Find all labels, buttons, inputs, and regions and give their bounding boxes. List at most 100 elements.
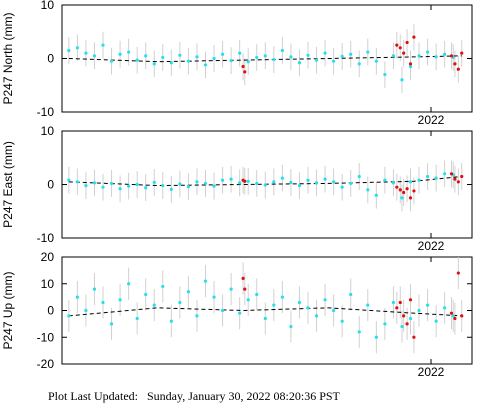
data-point <box>323 51 327 55</box>
y-tick-label: -10 <box>37 330 55 344</box>
data-point <box>238 181 242 185</box>
data-point <box>340 185 344 189</box>
data-point <box>460 51 464 55</box>
data-point <box>391 54 396 58</box>
data-point <box>398 188 402 192</box>
data-point <box>127 184 131 188</box>
data-point <box>323 298 327 302</box>
y-axis-label: P247 North (mm) <box>1 12 15 104</box>
data-point <box>453 177 457 181</box>
data-point <box>109 59 114 63</box>
data-point <box>340 319 344 323</box>
data-point <box>297 183 302 188</box>
data-point <box>400 78 404 82</box>
data-point <box>272 57 276 62</box>
data-point <box>391 181 396 185</box>
data-point <box>178 182 182 186</box>
data-point <box>425 50 430 54</box>
data-point <box>84 308 88 313</box>
data-point <box>405 187 409 191</box>
x-tick-label: 2022 <box>418 239 445 253</box>
data-point <box>332 180 336 184</box>
data-point <box>460 314 464 318</box>
data-point <box>289 55 293 59</box>
data-point <box>395 185 399 189</box>
data-point <box>383 178 387 182</box>
data-point <box>395 306 399 310</box>
y-tick-label: 10 <box>41 277 55 291</box>
data-point <box>280 295 284 299</box>
data-point <box>255 292 259 297</box>
data-point <box>374 59 378 63</box>
data-point <box>84 51 88 55</box>
data-point <box>398 46 402 50</box>
data-point <box>255 181 259 186</box>
y-tick-label: 0 <box>47 304 54 318</box>
data-point <box>92 287 97 291</box>
data-point <box>417 178 421 182</box>
data-point <box>109 181 114 186</box>
data-point <box>67 178 71 182</box>
data-point <box>398 300 402 305</box>
data-point <box>453 316 457 321</box>
data-point <box>297 61 302 65</box>
data-point <box>280 176 284 180</box>
data-point <box>152 180 156 184</box>
data-point <box>357 174 361 179</box>
data-point <box>366 303 370 307</box>
data-point <box>425 303 430 307</box>
data-point <box>75 180 79 184</box>
data-point <box>101 300 105 305</box>
data-point <box>195 55 199 59</box>
data-point <box>357 330 361 334</box>
data-point <box>453 62 457 66</box>
x-tick-label: 2022 <box>418 113 445 127</box>
data-point <box>400 196 404 200</box>
data-point <box>169 319 173 323</box>
data-point <box>92 181 97 185</box>
data-point <box>84 183 88 188</box>
data-point <box>408 196 413 200</box>
data-point <box>161 55 165 60</box>
data-point <box>195 314 199 318</box>
data-point <box>395 43 399 47</box>
data-point <box>412 189 416 193</box>
data-point <box>451 314 455 318</box>
data-point <box>203 181 208 186</box>
data-point <box>127 282 131 286</box>
data-point <box>203 63 208 67</box>
y-axis-label: P247 East (mm) <box>1 141 15 228</box>
data-point <box>412 335 416 339</box>
data-point <box>135 182 139 187</box>
footer: Plot Last Updated: Sunday, January 30, 2… <box>48 389 341 403</box>
data-point <box>75 295 79 299</box>
data-point <box>289 180 293 184</box>
data-point <box>332 59 336 63</box>
data-point <box>169 61 173 65</box>
data-point <box>135 316 139 321</box>
data-point <box>408 298 413 302</box>
data-point <box>243 287 247 291</box>
data-point <box>144 292 148 297</box>
data-point <box>443 172 447 176</box>
data-point <box>144 186 148 190</box>
data-point <box>374 335 378 339</box>
data-point <box>243 179 247 183</box>
data-point <box>203 279 208 283</box>
data-point <box>118 187 122 191</box>
data-point <box>456 67 460 71</box>
data-point <box>178 53 182 57</box>
data-point <box>443 306 447 310</box>
data-point <box>374 193 378 197</box>
data-point <box>417 308 421 313</box>
data-point <box>246 179 250 183</box>
data-point <box>241 276 245 280</box>
data-point <box>186 185 191 189</box>
data-point <box>402 51 406 55</box>
data-point <box>127 50 131 54</box>
data-point <box>241 64 245 69</box>
data-point <box>229 287 233 291</box>
y-tick-label: 20 <box>41 250 55 264</box>
data-point <box>161 183 165 188</box>
